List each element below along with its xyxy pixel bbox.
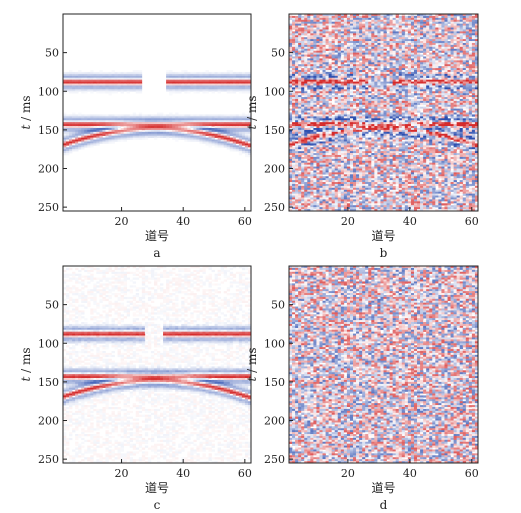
plot-frame-b — [288, 13, 479, 212]
y-tick-label: 250 — [38, 201, 59, 214]
panel-caption: b — [380, 246, 388, 260]
y-tick-label: 250 — [264, 201, 285, 214]
panel-b: 20 40 60 50 100 150 200 250 道号 t / ms b — [245, 13, 479, 260]
y-tick-label: 250 — [264, 453, 285, 466]
y-tick-label: 50 — [271, 47, 285, 60]
x-tick-label: 60 — [238, 215, 252, 228]
y-tick-label: 150 — [38, 124, 59, 137]
x-axis-label: 道号 — [145, 481, 169, 495]
y-tick-label: 50 — [45, 47, 59, 60]
plot-frame-d — [288, 265, 479, 464]
panel-caption: c — [154, 498, 161, 512]
x-tick-label: 60 — [465, 215, 479, 228]
y-tick-label: 200 — [264, 415, 285, 428]
y-tick-label: 200 — [38, 415, 59, 428]
panel-caption: a — [153, 246, 160, 260]
y-tick-label: 50 — [45, 299, 59, 312]
y-tick-label: 150 — [38, 376, 59, 389]
panel-c: 20 40 60 50 100 150 200 250 道号 t / ms c — [19, 265, 252, 512]
x-axis-label: 道号 — [371, 229, 395, 243]
plot-frame-c — [62, 265, 252, 464]
y-axis-label: t / ms — [19, 95, 33, 129]
x-tick-label: 20 — [115, 215, 129, 228]
y-tick-label: 50 — [271, 299, 285, 312]
panel-a: 20 40 60 50 100 150 200 250 道号 t / ms a — [19, 13, 252, 260]
x-tick-label: 20 — [341, 467, 355, 480]
y-axis-label: t / ms — [245, 95, 259, 129]
panel-d: 20 40 60 50 100 150 200 250 道号 t / ms d — [245, 265, 479, 512]
y-tick-label: 150 — [264, 376, 285, 389]
y-tick-label: 150 — [264, 124, 285, 137]
x-tick-label: 60 — [465, 467, 479, 480]
heatmap-b — [289, 14, 478, 211]
x-axis-label: 道号 — [371, 481, 395, 495]
heatmap-d — [289, 266, 478, 463]
x-tick-label: 40 — [403, 215, 417, 228]
x-tick-label: 40 — [176, 215, 190, 228]
y-tick-label: 100 — [38, 337, 59, 350]
y-tick-label: 200 — [38, 163, 59, 176]
y-tick-label: 100 — [264, 337, 285, 350]
y-tick-label: 100 — [38, 85, 59, 98]
x-tick-label: 40 — [403, 467, 417, 480]
panel-caption: d — [380, 498, 388, 512]
x-axis-label: 道号 — [145, 229, 169, 243]
y-tick-label: 100 — [264, 85, 285, 98]
y-axis-label: t / ms — [19, 347, 33, 381]
plot-frame-a — [62, 13, 252, 212]
x-tick-label: 40 — [176, 467, 190, 480]
y-tick-label: 200 — [264, 163, 285, 176]
y-axis-label: t / ms — [245, 347, 259, 381]
x-tick-label: 60 — [238, 467, 252, 480]
y-tick-label: 250 — [38, 453, 59, 466]
heatmap-a — [63, 14, 251, 211]
x-tick-label: 20 — [341, 215, 355, 228]
heatmap-c — [63, 266, 251, 463]
x-tick-label: 20 — [115, 467, 129, 480]
